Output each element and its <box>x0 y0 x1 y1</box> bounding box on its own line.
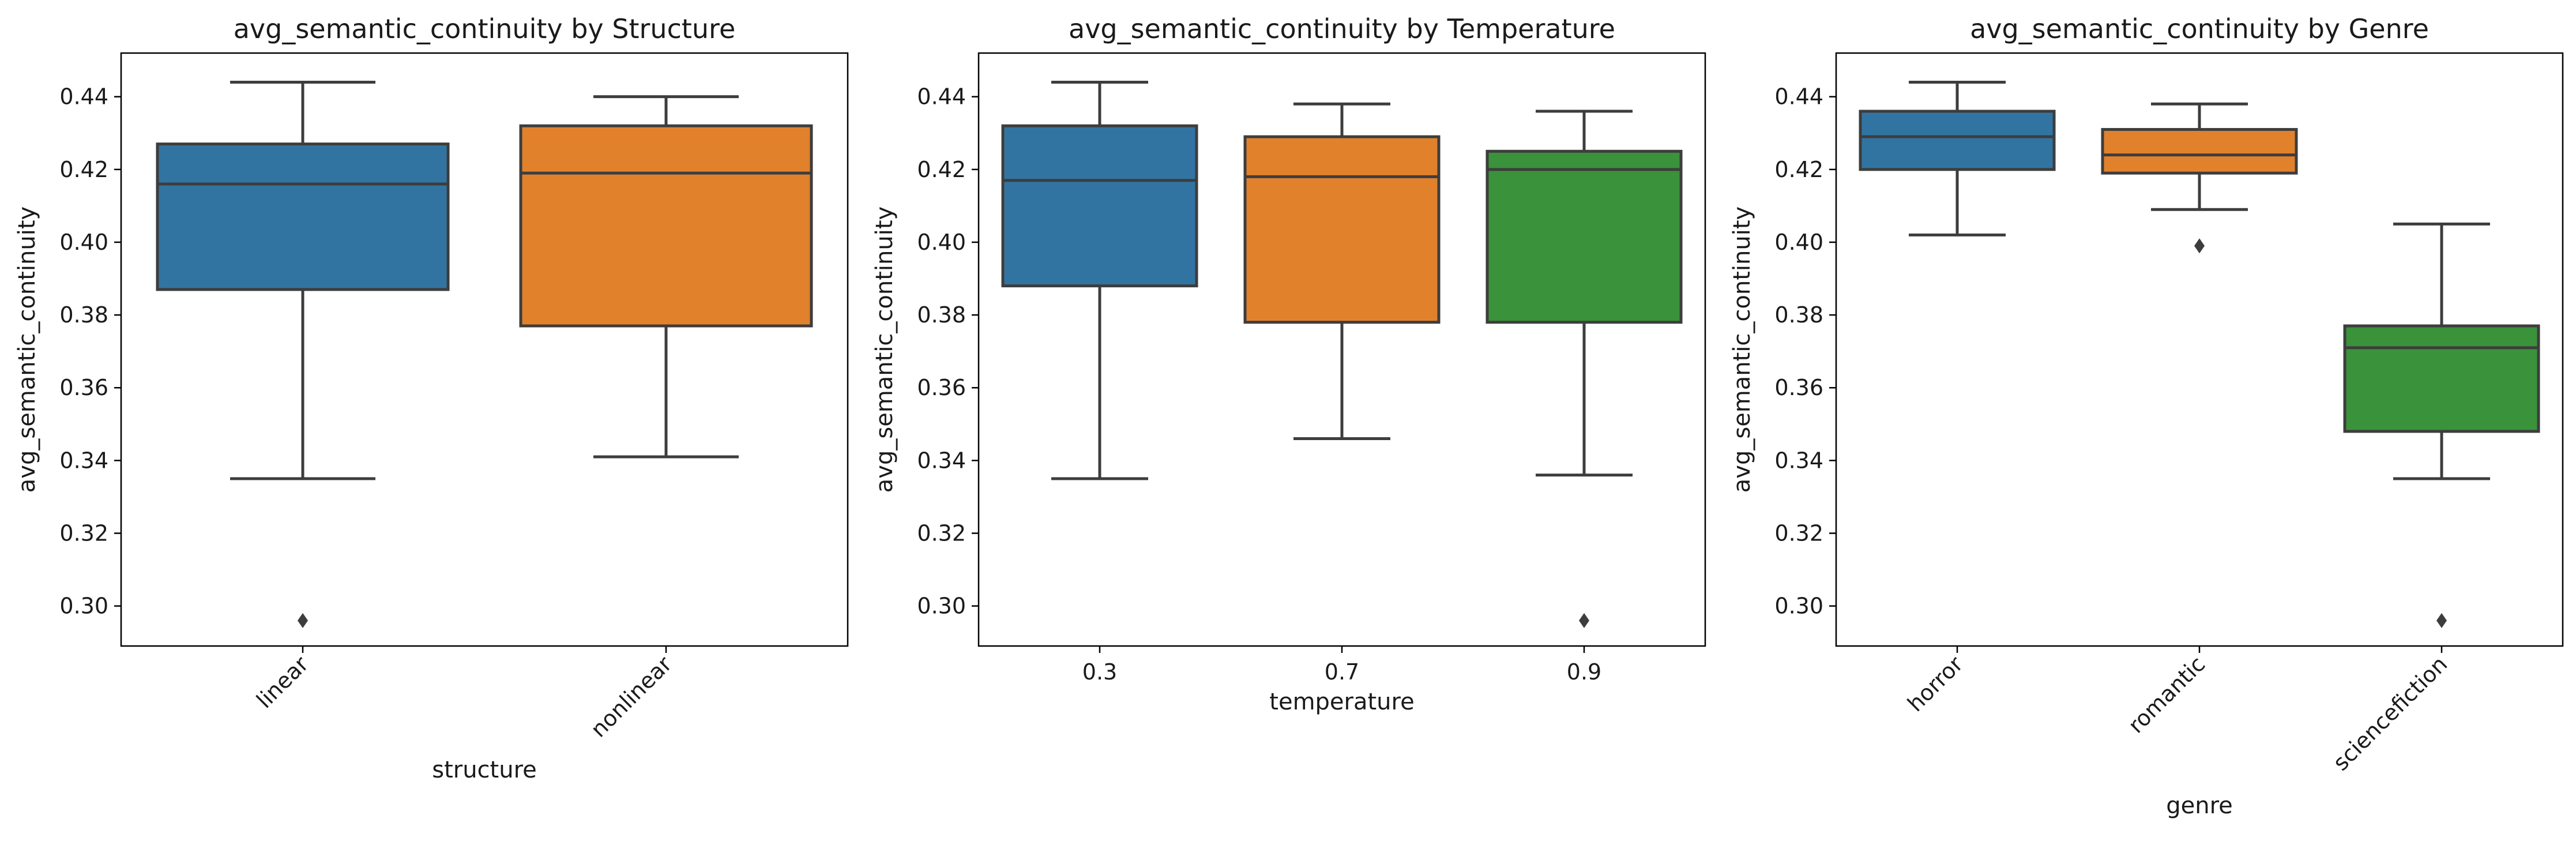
y-tick-label: 0.36 <box>1774 375 1823 400</box>
box-nonlinear <box>519 95 813 459</box>
x-axis-label: genre <box>2166 793 2233 819</box>
box-body <box>2101 127 2298 175</box>
box-body <box>2343 324 2540 433</box>
y-tick-label: 0.40 <box>917 230 966 255</box>
panel-1: avg_semantic_continuity by Structure 0.30… <box>14 13 849 783</box>
box-body <box>1243 135 1441 324</box>
outlier-point <box>2436 613 2447 628</box>
x-axis-label: structure <box>432 757 537 783</box>
box-body <box>1859 110 2056 171</box>
y-tick-label: 0.32 <box>917 520 966 546</box>
box-romantic <box>2101 102 2298 254</box>
y-tick-label: 0.30 <box>59 594 108 619</box>
y-tick-label: 0.38 <box>917 302 966 328</box>
outlier-point <box>2194 238 2205 254</box>
box-body <box>1001 124 1198 288</box>
y-axis-label: avg_semantic_continuity <box>871 206 898 493</box>
panel-title: avg_semantic_continuity by Temperature <box>1069 13 1615 44</box>
x-tick-label: 0.7 <box>1325 659 1359 685</box>
box-body <box>156 142 450 291</box>
y-tick-label: 0.44 <box>59 84 108 110</box>
box-0.3 <box>1001 80 1198 480</box>
box-0.9 <box>1486 110 1683 628</box>
axes-frame <box>1835 52 2564 647</box>
y-tick-label: 0.44 <box>917 84 966 110</box>
y-tick-label: 0.34 <box>59 448 108 473</box>
axes-frame <box>977 52 1706 647</box>
box-0.7 <box>1243 102 1441 441</box>
y-tick-label: 0.32 <box>1774 520 1823 546</box>
panel-title: avg_semantic_continuity by Structure <box>234 13 736 44</box>
y-tick-label: 0.34 <box>917 448 966 473</box>
y-tick-label: 0.38 <box>59 302 108 328</box>
y-tick-label: 0.30 <box>1774 594 1823 619</box>
box-sciencefiction <box>2343 222 2540 628</box>
y-axis-label: avg_semantic_continuity <box>1729 206 1755 493</box>
outlier-point <box>298 613 308 628</box>
x-tick-label: 0.3 <box>1082 659 1117 685</box>
y-tick-label: 0.42 <box>1774 157 1823 182</box>
y-tick-label: 0.30 <box>917 594 966 619</box>
x-axis-label: temperature <box>1269 689 1414 715</box>
axes-frame <box>120 52 849 647</box>
y-tick-label: 0.36 <box>59 375 108 400</box>
panel-title: avg_semantic_continuity by Genre <box>1970 13 2429 44</box>
box-horror <box>1859 80 2056 236</box>
panel-2: avg_semantic_continuity by Temperature 0.… <box>871 13 1706 715</box>
y-tick-label: 0.44 <box>1774 84 1823 110</box>
outlier-point <box>1579 613 1589 628</box>
y-tick-label: 0.38 <box>1774 302 1823 328</box>
y-tick-label: 0.42 <box>59 157 108 182</box>
y-tick-label: 0.40 <box>1774 230 1823 255</box>
y-tick-label: 0.32 <box>59 520 108 546</box>
y-tick-label: 0.40 <box>59 230 108 255</box>
y-tick-label: 0.42 <box>917 157 966 182</box>
box-body <box>1486 149 1683 324</box>
x-tick-label: 0.9 <box>1567 659 1601 685</box>
y-tick-label: 0.36 <box>917 375 966 400</box>
y-tick-label: 0.34 <box>1774 448 1823 473</box>
box-body <box>519 124 813 328</box>
box-linear <box>156 80 450 628</box>
y-axis-label: avg_semantic_continuity <box>14 206 40 493</box>
